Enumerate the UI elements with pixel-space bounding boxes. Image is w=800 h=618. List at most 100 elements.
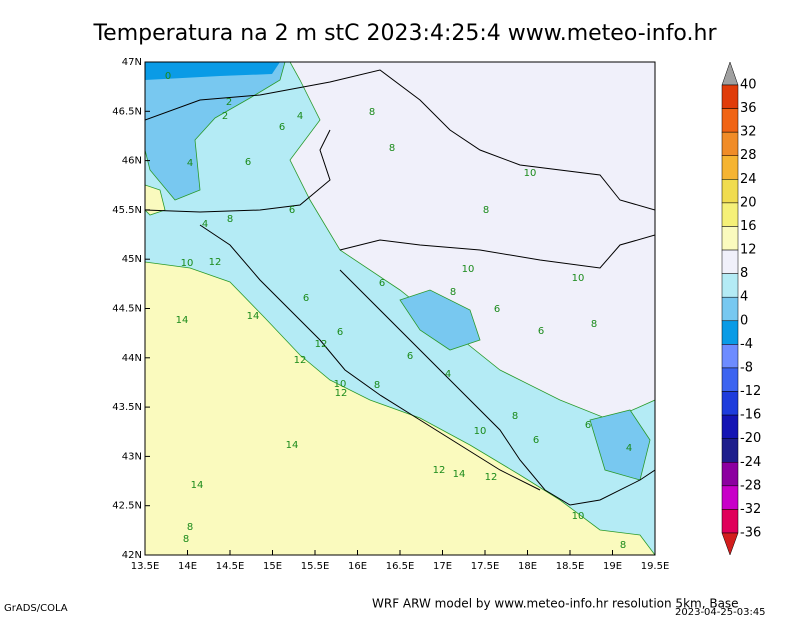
border bbox=[145, 129, 331, 213]
contour-label: 6 bbox=[585, 420, 591, 431]
contour-label: 4 bbox=[626, 443, 632, 454]
colorbar-label: 24 bbox=[740, 172, 757, 187]
lat-label: 47N bbox=[122, 57, 142, 68]
contour-label: 6 bbox=[407, 351, 413, 362]
contour-label: 0 bbox=[165, 71, 171, 82]
istria-warm bbox=[145, 184, 166, 216]
lat-label: 45.5N bbox=[112, 205, 142, 216]
colorbar-label: 28 bbox=[740, 148, 757, 163]
contour-label: 2 bbox=[226, 97, 232, 108]
colorbar-label: 16 bbox=[740, 219, 757, 234]
contour-label: 10 bbox=[572, 511, 585, 522]
contour-label: 6 bbox=[538, 326, 544, 337]
contour-label: 6 bbox=[379, 278, 385, 289]
contour-label: 6 bbox=[337, 327, 343, 338]
colorbar-label: 36 bbox=[740, 101, 757, 116]
lon-label: 15.5E bbox=[301, 561, 330, 572]
colorbar-band bbox=[721, 179, 739, 204]
contour-label: 10 bbox=[474, 426, 487, 437]
lat-label: 43N bbox=[122, 451, 142, 462]
contour-label: 10 bbox=[572, 273, 585, 284]
lon-label: 15E bbox=[263, 561, 282, 572]
lat-label: 45N bbox=[122, 254, 142, 265]
contour-label: 6 bbox=[533, 435, 539, 446]
lat-label: 44.5N bbox=[112, 304, 142, 315]
contour-label: 14 bbox=[176, 315, 189, 326]
contour-label: 10 bbox=[181, 258, 194, 269]
colorbar-band bbox=[721, 84, 739, 109]
contour-label: 8 bbox=[483, 205, 489, 216]
contour-label: 6 bbox=[494, 304, 500, 315]
colorbar-label: -20 bbox=[740, 431, 761, 446]
colorbar-band bbox=[721, 414, 739, 439]
colorbar-label: 4 bbox=[740, 290, 748, 305]
border bbox=[339, 269, 655, 506]
contour-label: 12 bbox=[335, 388, 348, 399]
colorbar-label: -32 bbox=[740, 502, 761, 517]
contour-label: 6 bbox=[289, 205, 295, 216]
colorbar-label: -16 bbox=[740, 408, 761, 423]
colorbar-label: 12 bbox=[740, 243, 757, 258]
coldest-patch bbox=[145, 62, 280, 80]
lon-label: 18.5E bbox=[556, 561, 585, 572]
contour-label: 4 bbox=[187, 158, 193, 169]
colorbar-band bbox=[721, 367, 739, 392]
contour-label: 12 bbox=[315, 339, 328, 350]
colorbar-label: -36 bbox=[740, 526, 761, 541]
colorbar-band bbox=[721, 108, 739, 133]
colorbar-band bbox=[721, 202, 739, 227]
lon-label: 18E bbox=[518, 561, 537, 572]
lon-label: 17.5E bbox=[471, 561, 500, 572]
contour-label: 14 bbox=[453, 469, 466, 480]
lon-label: 16.5E bbox=[386, 561, 415, 572]
colorbar-top bbox=[721, 61, 739, 86]
lat-label: 46N bbox=[122, 156, 142, 167]
footer-right: WRF ARW model by www.meteo-info.hr resol… bbox=[372, 597, 739, 611]
colorbar-band bbox=[721, 226, 739, 251]
contour-label: 6 bbox=[279, 122, 285, 133]
contour-label: 4 bbox=[445, 369, 451, 380]
contour-label: 4 bbox=[202, 219, 208, 230]
lat-label: 46.5N bbox=[112, 106, 142, 117]
contour-label: 8 bbox=[450, 287, 456, 298]
footer-timestamp: 2023-04-25-03:45 bbox=[675, 607, 766, 618]
lat-label: 43.5N bbox=[112, 402, 142, 413]
contour-label: 10 bbox=[524, 168, 537, 179]
contour-label: 8 bbox=[183, 534, 189, 545]
colorbar-band bbox=[721, 344, 739, 369]
colorbar-bottom bbox=[721, 532, 739, 556]
contour-label: 8 bbox=[227, 214, 233, 225]
contour-label: 2 bbox=[222, 111, 228, 122]
contour-label: 14 bbox=[247, 311, 260, 322]
colorbar-label: -8 bbox=[740, 360, 753, 375]
lon-label: 19E bbox=[603, 561, 622, 572]
cold-alps bbox=[145, 62, 286, 201]
colorbar-band bbox=[721, 462, 739, 487]
contour-label: 8 bbox=[369, 107, 375, 118]
contour-label: 10 bbox=[462, 264, 475, 275]
contour-label: 8 bbox=[620, 540, 626, 551]
contour-label: 14 bbox=[286, 440, 299, 451]
cold-patch bbox=[399, 289, 481, 351]
colorbar-band bbox=[721, 296, 739, 322]
contour-label: 14 bbox=[191, 480, 204, 491]
title: Temperatura na 2 m stC 2023:4:25:4 www.m… bbox=[92, 21, 717, 46]
contour-label: 4 bbox=[297, 111, 303, 122]
contour-label: 12 bbox=[485, 472, 498, 483]
sea-warm bbox=[145, 261, 655, 555]
border bbox=[339, 234, 655, 269]
colorbar-band bbox=[721, 273, 739, 298]
lat-label: 42.5N bbox=[112, 501, 142, 512]
colorbar-band bbox=[721, 131, 739, 156]
colorbar-band bbox=[721, 509, 739, 534]
colorbar-label: 40 bbox=[740, 78, 757, 93]
colorbar-band bbox=[721, 391, 739, 416]
colorbar-label: 0 bbox=[740, 313, 748, 328]
contour-label: 8 bbox=[389, 143, 395, 154]
lon-label: 13.5E bbox=[131, 561, 160, 572]
contour-label: 6 bbox=[245, 157, 251, 168]
contour-label: 12 bbox=[433, 465, 446, 476]
colorbar-band bbox=[721, 320, 739, 345]
colorbar-label: 32 bbox=[740, 125, 757, 140]
